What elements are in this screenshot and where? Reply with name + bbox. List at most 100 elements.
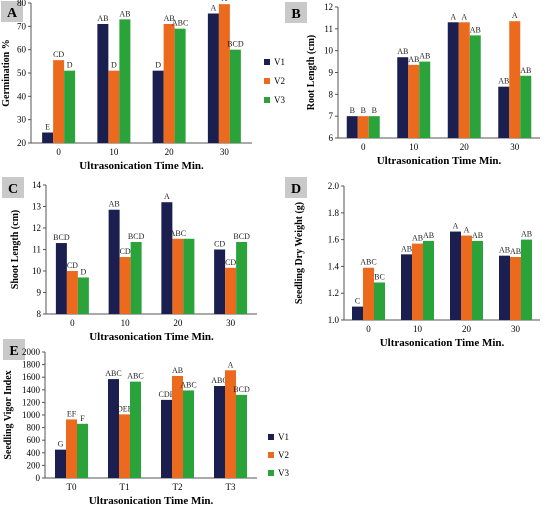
y-tick-label: 1000 xyxy=(22,410,41,420)
significance-label: A xyxy=(461,12,467,21)
y-tick-label: 1400 xyxy=(22,385,41,395)
bar-v2 xyxy=(510,257,521,320)
bar-v1 xyxy=(214,386,225,478)
significance-label: A xyxy=(512,11,518,20)
x-tick-label: 10 xyxy=(409,142,419,152)
bar-v2 xyxy=(66,271,78,314)
x-axis-title: Ultrasonication Time Min. xyxy=(89,495,214,505)
significance-label: CD xyxy=(214,240,225,249)
bar-v1 xyxy=(401,254,412,320)
x-tick-label: 0 xyxy=(56,147,61,157)
significance-label: AB xyxy=(498,77,509,86)
bar-v3 xyxy=(229,49,241,143)
significance-label: ABC xyxy=(127,372,143,381)
x-tick-label: 0 xyxy=(70,318,75,328)
bar-v3 xyxy=(130,381,141,478)
significance-label: ABC xyxy=(211,376,227,385)
significance-label: BCD xyxy=(227,40,244,49)
significance-label: AB xyxy=(472,231,483,240)
x-axis-title: Ultrasonication Time Min. xyxy=(377,155,502,167)
significance-label: F xyxy=(80,414,85,423)
y-tick-label: 2.0 xyxy=(328,181,340,191)
y-tick-label: 12 xyxy=(324,2,333,12)
bar-v1 xyxy=(214,249,226,314)
x-tick-label: T3 xyxy=(226,482,236,492)
bar-v3 xyxy=(423,240,434,320)
significance-label: A xyxy=(228,360,234,369)
significance-label: AB xyxy=(408,55,419,64)
significance-label: D xyxy=(67,61,73,70)
significance-label: G xyxy=(58,440,64,449)
significance-label: ABC xyxy=(172,19,188,28)
significance-label: AB xyxy=(172,366,183,375)
y-tick-label: 1200 xyxy=(22,397,41,407)
bar-v2 xyxy=(163,24,175,143)
bar-v2 xyxy=(357,116,369,138)
panel-a: A20304050607080ECDD0ABDAB10DABABC20AABCD… xyxy=(1,0,285,172)
bar-v2 xyxy=(119,414,130,478)
significance-label: EF xyxy=(67,409,77,418)
legend-label: V1 xyxy=(278,432,289,442)
bar-v1 xyxy=(55,243,67,314)
bar-v1 xyxy=(55,449,66,478)
significance-label: BCD xyxy=(233,232,250,241)
y-tick-label: 1.8 xyxy=(328,208,340,218)
bar-v2 xyxy=(225,267,237,314)
x-tick-label: T0 xyxy=(67,482,77,492)
significance-label: AB xyxy=(419,52,430,61)
x-tick-label: 20 xyxy=(165,147,175,157)
bar-v1 xyxy=(447,22,459,138)
y-tick-label: 9 xyxy=(37,288,42,298)
significance-label: AB xyxy=(397,47,408,56)
significance-label: AB xyxy=(510,247,521,256)
significance-label: AB xyxy=(499,246,510,255)
bar-v2 xyxy=(458,22,470,138)
y-tick-label: 10 xyxy=(324,46,334,56)
y-tick-label: 1.0 xyxy=(328,315,340,325)
x-axis-title: Ultrasonication Time Min. xyxy=(89,331,214,343)
legend-swatch-v1 xyxy=(264,59,270,65)
bar-v1 xyxy=(450,231,461,320)
x-tick-label: 20 xyxy=(460,142,470,152)
bar-v3 xyxy=(368,116,380,138)
significance-label: AB xyxy=(97,14,108,23)
legend-swatch-v2 xyxy=(268,452,274,458)
bar-v1 xyxy=(108,379,119,478)
y-tick-label: 600 xyxy=(27,435,41,445)
panel-label: B xyxy=(291,7,300,22)
x-axis-title: Ultrasonication Time Min. xyxy=(380,337,505,349)
bar-v2 xyxy=(225,370,236,478)
x-axis-title: Ultrasonication Time Min. xyxy=(79,160,204,172)
significance-label: A xyxy=(221,0,227,3)
bar-v3 xyxy=(419,61,431,139)
x-tick-label: 30 xyxy=(226,318,236,328)
panel-label: C xyxy=(8,182,18,197)
panel-label-box xyxy=(285,177,307,198)
y-tick-label: 11 xyxy=(32,245,41,255)
significance-label: ABC xyxy=(105,369,121,378)
significance-label: D xyxy=(155,61,161,70)
panel-e: E 0 200 400 600 800 1000 1200 1400 1600 1800 2000 G E… xyxy=(3,339,289,505)
y-tick-label: 14 xyxy=(32,180,42,190)
bar-v3 xyxy=(119,19,131,143)
bar-v1 xyxy=(97,24,109,143)
significance-label: AB xyxy=(119,9,130,18)
x-tick-label: 30 xyxy=(511,324,521,334)
bar-v2 xyxy=(363,267,374,320)
y-axis-title: Seedling Dry Weight (g) xyxy=(294,202,305,304)
y-tick-label: 400 xyxy=(27,448,41,458)
significance-label: A xyxy=(464,226,470,235)
panel-label: E xyxy=(9,344,18,359)
y-tick-label: 2000 xyxy=(22,347,41,357)
bar-v3 xyxy=(472,240,483,320)
significance-label: A xyxy=(450,12,456,21)
panel-label: D xyxy=(291,182,301,197)
bar-v1 xyxy=(152,70,164,143)
panel-label-box xyxy=(3,339,25,360)
significance-label: DEF xyxy=(117,404,133,413)
bar-v3 xyxy=(469,35,481,139)
significance-label: AB xyxy=(470,25,481,34)
y-tick-label: 9 xyxy=(329,68,334,78)
y-tick-label: 13 xyxy=(32,202,42,212)
bar-v1 xyxy=(352,306,363,320)
